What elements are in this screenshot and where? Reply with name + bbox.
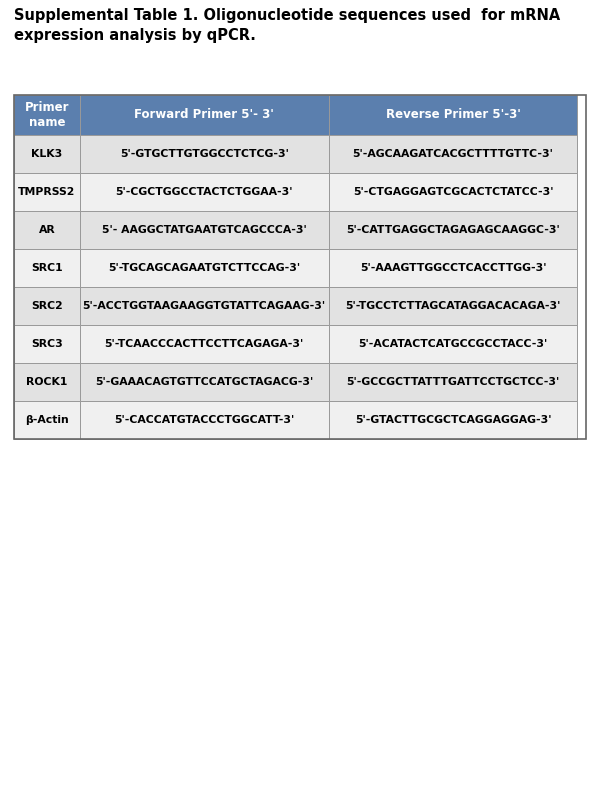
Text: KLK3: KLK3 <box>31 149 62 159</box>
Text: β-Actin: β-Actin <box>25 415 69 425</box>
Bar <box>329 173 577 211</box>
Text: 5'-CATTGAGGCTAGAGAGCAAGGC-3': 5'-CATTGAGGCTAGAGAGCAAGGC-3' <box>346 225 560 235</box>
Text: 5'-AGCAAGATCACGCTTTTGTTC-3': 5'-AGCAAGATCACGCTTTTGTTC-3' <box>353 149 553 159</box>
Text: 5'-TGCAGCAGAATGTCTTCCAG-3': 5'-TGCAGCAGAATGTCTTCCAG-3' <box>108 263 300 273</box>
Bar <box>329 135 577 173</box>
Bar <box>80 173 329 211</box>
Bar <box>329 249 577 287</box>
Bar <box>80 287 329 325</box>
Bar <box>329 211 577 249</box>
Bar <box>329 95 577 135</box>
Text: AR: AR <box>38 225 55 235</box>
Text: SRC2: SRC2 <box>31 301 63 311</box>
Text: 5'-ACATACTCATGCCGCCTACC-3': 5'-ACATACTCATGCCGCCTACC-3' <box>358 339 548 349</box>
Bar <box>14 363 80 401</box>
Bar <box>80 249 329 287</box>
Bar <box>14 249 80 287</box>
Bar <box>329 325 577 363</box>
Text: 5'-AAAGTTGGCCTCACCTTGG-3': 5'-AAAGTTGGCCTCACCTTGG-3' <box>360 263 546 273</box>
Text: 5'-TGCCTCTTAGCATAGGACACAGA-3': 5'-TGCCTCTTAGCATAGGACACAGA-3' <box>346 301 560 311</box>
Bar <box>80 135 329 173</box>
Bar <box>14 135 80 173</box>
Text: TMPRSS2: TMPRSS2 <box>18 187 76 197</box>
Bar <box>14 95 586 439</box>
Bar <box>80 401 329 439</box>
Text: SRC3: SRC3 <box>31 339 63 349</box>
Bar <box>14 95 80 135</box>
Text: 5'-ACCTGGTAAGAAGGTGTATTCAGAAG-3': 5'-ACCTGGTAAGAAGGTGTATTCAGAAG-3' <box>83 301 326 311</box>
Bar <box>14 211 80 249</box>
Text: 5'-GTGCTTGTGGCCTCTCG-3': 5'-GTGCTTGTGGCCTCTCG-3' <box>120 149 289 159</box>
Bar <box>80 325 329 363</box>
Bar <box>329 287 577 325</box>
Bar <box>80 363 329 401</box>
Text: 5'-GAAACAGTGTTCCATGCTAGACG-3': 5'-GAAACAGTGTTCCATGCTAGACG-3' <box>95 377 313 387</box>
Text: 5'-TCAACCCACTTCCTTCAGAGA-3': 5'-TCAACCCACTTCCTTCAGAGA-3' <box>104 339 304 349</box>
Bar <box>80 95 329 135</box>
Text: 5'-CACCATGTACCCTGGCATT-3': 5'-CACCATGTACCCTGGCATT-3' <box>114 415 295 425</box>
Text: SRC1: SRC1 <box>31 263 63 273</box>
Text: ROCK1: ROCK1 <box>26 377 68 387</box>
Text: Reverse Primer 5'-3': Reverse Primer 5'-3' <box>386 109 520 121</box>
Text: 5'-GCCGCTTATTTGATTCCTGCTCC-3': 5'-GCCGCTTATTTGATTCCTGCTCC-3' <box>346 377 560 387</box>
Bar <box>14 287 80 325</box>
Text: 5'-GTACTTGCGCTCAGGAGGAG-3': 5'-GTACTTGCGCTCAGGAGGAG-3' <box>355 415 551 425</box>
Bar <box>329 401 577 439</box>
Text: Supplemental Table 1. Oligonucleotide sequences used  for mRNA
expression analys: Supplemental Table 1. Oligonucleotide se… <box>14 8 560 43</box>
Bar <box>14 173 80 211</box>
Text: 5'-CTGAGGAGTCGCACTCTATCC-3': 5'-CTGAGGAGTCGCACTCTATCC-3' <box>353 187 553 197</box>
Bar <box>80 211 329 249</box>
Text: Primer
name: Primer name <box>25 101 69 129</box>
Bar <box>14 401 80 439</box>
Bar <box>329 363 577 401</box>
Text: Forward Primer 5'- 3': Forward Primer 5'- 3' <box>134 109 274 121</box>
Text: 5'- AAGGCTATGAATGTCAGCCCA-3': 5'- AAGGCTATGAATGTCAGCCCA-3' <box>102 225 307 235</box>
Bar <box>14 325 80 363</box>
Text: 5'-CGCTGGCCTACTCTGGAA-3': 5'-CGCTGGCCTACTCTGGAA-3' <box>115 187 293 197</box>
